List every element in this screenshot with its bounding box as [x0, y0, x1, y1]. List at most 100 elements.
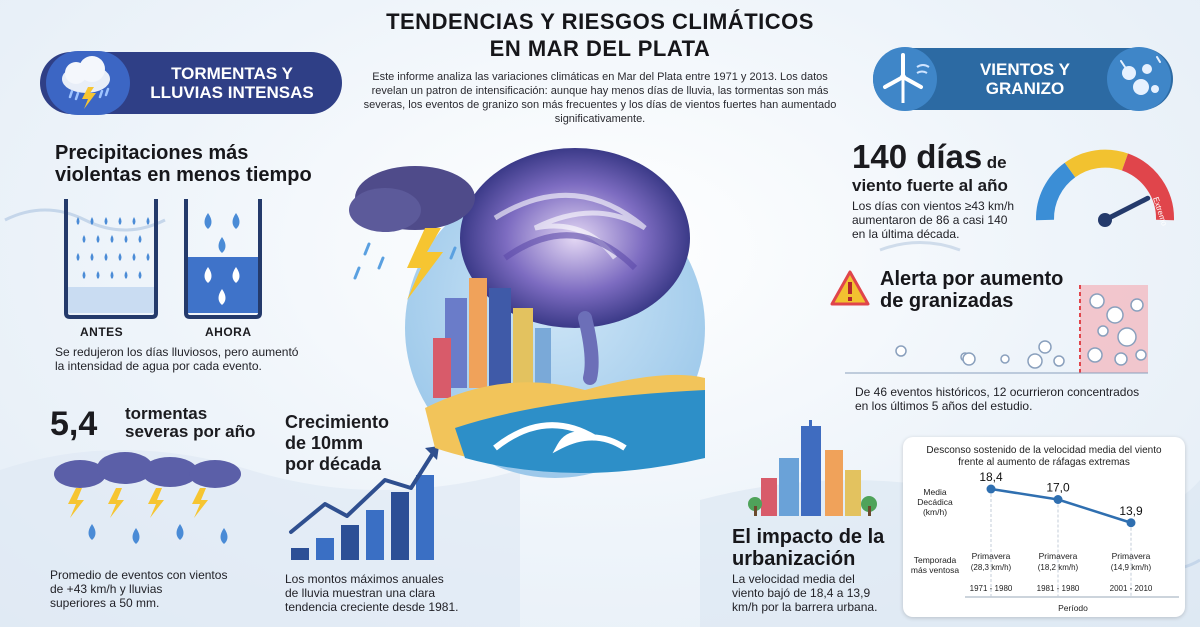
- storms-caption-line-2: de +43 km/h y lluvias: [50, 582, 163, 596]
- urban-caption-line-3: km/h por la barrera urbana.: [732, 600, 878, 614]
- precip-heading: Precipitaciones más violentas en menos t…: [55, 142, 325, 186]
- growth-bar: [341, 525, 359, 560]
- storms-text-line-1: tormentas: [125, 404, 208, 423]
- trend-line: [289, 448, 437, 534]
- wind-days-caption-line-2: aumentaron de 86 a casi 140: [852, 213, 1008, 227]
- hail-frequency-illustration: [845, 285, 1148, 374]
- urban-heading-line-1: El impacto de la: [732, 526, 885, 548]
- storms-caption-line-3: superiores a 50 mm.: [50, 596, 160, 610]
- precip-caption-line-1: Se redujeron los días lluviosos, pero au…: [55, 345, 299, 359]
- wind-gauge: Extremo: [1036, 149, 1174, 227]
- chart-tick-label: 1971 - 1980: [970, 584, 1013, 593]
- hail-icon: [1107, 47, 1171, 111]
- wind-days-de: de: [986, 153, 1007, 172]
- wind-days-heading: 140 días de: [852, 138, 1007, 176]
- chart-tick-label: 2001 - 2010: [1110, 584, 1153, 593]
- urban-caption: La velocidad media del viento bajó de 18…: [732, 572, 902, 614]
- growth-bar: [391, 492, 409, 560]
- central-storm-illustration: [349, 148, 705, 478]
- warning-icon: [830, 270, 870, 306]
- title-line-2: EN MAR DEL PLATA: [489, 36, 711, 61]
- city-buildings-icon: [433, 278, 551, 398]
- growth-bar: [416, 475, 434, 560]
- storms-text: tormentas severas por año: [125, 405, 285, 441]
- urban-caption-line-2: viento bajó de 18,4 a 13,9: [732, 586, 871, 600]
- storms-caption-line-1: Promedio de eventos con vientos: [50, 568, 228, 582]
- chart-value-label: 18,4: [979, 470, 1003, 484]
- growth-bar: [316, 538, 334, 560]
- chart-point: [986, 484, 996, 494]
- trend-arrow-icon: [425, 446, 439, 460]
- chart-season-value: (18,2 km/h): [1038, 563, 1079, 572]
- precip-caption-line-2: la intensidad de agua por cada evento.: [55, 359, 262, 373]
- wave-icon: [493, 422, 627, 454]
- intro-text: Este informe analiza las variaciones cli…: [363, 71, 837, 125]
- precip-heading-line-2: violentas en menos tiempo: [55, 164, 312, 186]
- chart-season-value: (14,9 km/h): [1111, 563, 1152, 572]
- hail-heading: Alerta por aumento de granizadas: [880, 268, 1100, 312]
- storms-rain-badge: TORMENTAS Y LLUVIAS INTENSAS: [40, 51, 342, 115]
- urban-heading-line-2: urbanización: [732, 548, 856, 570]
- wind-speed-line-chart: 18,4 Primavera (28,3 km/h) 1971 - 1980 17,0 P…: [965, 470, 1179, 598]
- growth-caption-line-1: Los montos máximos anuales: [285, 572, 444, 586]
- storms-caption: Promedio de eventos con vientos de +43 k…: [50, 568, 240, 610]
- chart-season-label: Primavera: [972, 551, 1011, 561]
- growth-caption-line-2: de lluvia muestran una clara: [285, 586, 436, 600]
- hail-caption-line-2: en los últimos 5 años del estudio.: [855, 399, 1033, 413]
- right-badge-line-1: VIENTOS Y: [979, 60, 1071, 79]
- hail-caption: De 46 eventos históricos, 12 ocurrieron …: [855, 385, 1165, 413]
- chart-point: [1053, 495, 1063, 504]
- storm-cloud-icon: [46, 51, 130, 115]
- growth-heading-line-2: de 10mm: [285, 433, 364, 453]
- chart-point: [1126, 518, 1136, 528]
- growth-bar: [366, 510, 384, 560]
- beaker-now-icon: [184, 199, 262, 319]
- urban-skyline-icon: [748, 420, 877, 516]
- growth-heading-line-3: por década: [285, 454, 382, 474]
- wind-days-number: 140 días: [852, 138, 983, 175]
- left-badge-line-1: TORMENTAS Y: [171, 64, 293, 83]
- growth-bar-illustration: [289, 446, 439, 560]
- hail-caption-line-1: De 46 eventos históricos, 12 ocurrieron …: [855, 385, 1140, 399]
- lightning-icon: [407, 228, 443, 300]
- hail-heading-line-2: de granizadas: [880, 290, 1014, 312]
- gauge-mid-segment: [1064, 149, 1128, 178]
- chart-tick-label: 1981 - 1980: [1037, 584, 1080, 593]
- gauge-needle: [1102, 195, 1151, 223]
- wind-speed-chart-panel: Desconso sostenido de la velocidad media…: [903, 437, 1185, 617]
- wind-days-caption: Los días con vientos ≥43 km/h aumentaron…: [852, 199, 1037, 241]
- storm-clouds-illustration: [54, 452, 241, 544]
- wind-days-caption-line-3: en la última década.: [852, 227, 960, 241]
- storms-number: 5,4: [50, 405, 98, 443]
- gauge-low-segment: [1036, 162, 1076, 221]
- growth-caption: Los montos máximos anuales de lluvia mue…: [285, 572, 465, 614]
- page-title: TENDENCIAS Y RIESGOS CLIMÁTICOS EN MAR D…: [300, 8, 900, 62]
- wind-hail-badge: VIENTOS Y GRANIZO: [873, 47, 1173, 111]
- growth-heading-line-1: Crecimiento: [285, 412, 390, 432]
- chart-season-label: Primavera: [1112, 551, 1151, 561]
- precip-heading-line-1: Precipitaciones más: [55, 142, 249, 164]
- precip-caption: Se redujeron los días lluviosos, pero au…: [55, 345, 345, 373]
- title-line-1: TENDENCIAS Y RIESGOS CLIMÁTICOS: [386, 9, 814, 34]
- chart-value-label: 17,0: [1046, 481, 1070, 495]
- chart-season-value: (28,3 km/h): [971, 563, 1012, 572]
- chart-ylabel: Media Decádica (km/h): [917, 487, 953, 517]
- right-badge-line-2: GRANIZO: [985, 79, 1065, 98]
- beaker-before-icon: [64, 199, 158, 319]
- chart-season-label: Temporada más ventosa: [910, 555, 960, 575]
- chart-title: Desconso sostenido de la velocidad media…: [926, 445, 1162, 468]
- urban-caption-line-1: La velocidad media del: [732, 572, 855, 586]
- chart-value-label: 13,9: [1119, 504, 1143, 518]
- growth-bar: [291, 548, 309, 560]
- label-now: AHORA: [205, 325, 252, 339]
- wind-turbine-icon: [873, 47, 937, 111]
- growth-heading: Crecimiento de 10mm por década: [285, 412, 435, 475]
- hail-heading-line-1: Alerta por aumento: [880, 268, 1064, 290]
- wind-days-line-2: viento fuerte al año: [852, 176, 1008, 195]
- growth-caption-line-3: tendencia creciente desde 1981.: [285, 600, 459, 614]
- storms-text-line-2: severas por año: [125, 422, 256, 441]
- gauge-high-segment: [1121, 153, 1174, 221]
- chart-xlabel: Período: [1058, 603, 1088, 613]
- urban-heading: El impacto de la urbanización: [732, 526, 902, 570]
